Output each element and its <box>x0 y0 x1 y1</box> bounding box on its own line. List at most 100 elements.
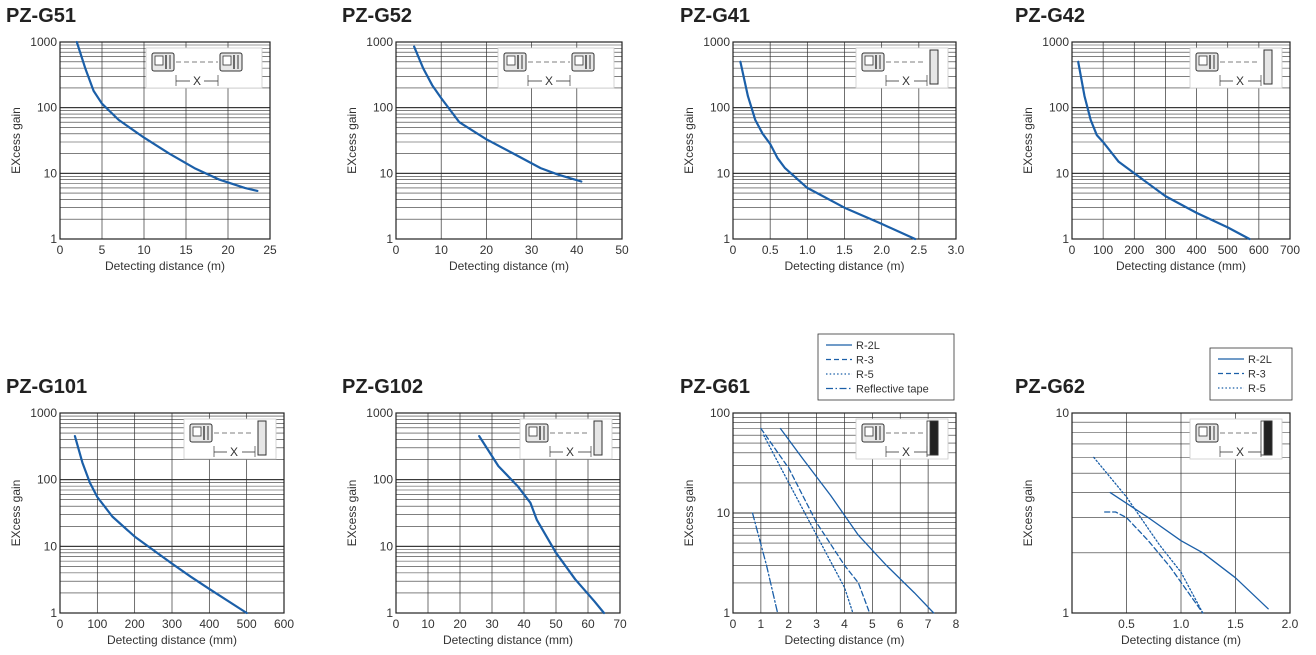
chart-pzg51: PZ-G51 1 10 100 1000 0 5 10 15 20 25 Detecting dist… <box>6 5 277 273</box>
emitter-icon <box>151 52 175 72</box>
reflector-icon <box>929 420 939 456</box>
legend: R-2L R-3 R-5 <box>1209 347 1293 401</box>
distance-x-label: X <box>1236 445 1244 459</box>
sensor-lens-icon <box>574 55 584 66</box>
reflector-icon <box>257 420 267 456</box>
y-tick-label: 10 <box>1056 406 1070 420</box>
y-axis-label: EXcess gain <box>682 107 696 174</box>
chart-pzg62: PZ-G62 1 10 0.5 1.0 1.5 2.0 Detecting distance … <box>1015 347 1299 647</box>
y-tick-label: 10 <box>380 539 394 553</box>
series-line-0 <box>739 60 917 241</box>
emitter-icon <box>1195 423 1219 443</box>
series-line-r-5 <box>763 434 854 614</box>
series-line-0 <box>413 45 583 183</box>
reflector-edge-icon <box>1260 420 1265 456</box>
distance-x-label: X <box>230 445 238 459</box>
series-line-reflective-tape <box>751 512 779 614</box>
x-axis-label: Detecting distance (m) <box>1121 633 1241 647</box>
legend-entry: R-5 <box>1248 383 1266 395</box>
x-tick-label: 4 <box>841 617 848 631</box>
x-tick-label: 300 <box>162 617 182 631</box>
y-tick-label: 10 <box>44 539 58 553</box>
emitter-icon <box>1195 52 1219 72</box>
x-tick-label: 100 <box>87 617 107 631</box>
x-tick-label: 2.0 <box>873 243 890 257</box>
chart-title: PZ-G41 <box>680 5 750 27</box>
x-tick-label: 50 <box>549 617 563 631</box>
plot-frame <box>59 412 285 614</box>
plot-frame <box>395 412 621 614</box>
x-axis-label: Detecting distance (m) <box>784 259 904 273</box>
sensor-lens-icon <box>1198 55 1208 66</box>
sensor-lens-icon <box>222 55 232 66</box>
distance-x-label: X <box>902 74 910 88</box>
y-tick-label: 100 <box>1049 101 1069 115</box>
y-tick-label: 1 <box>50 232 57 246</box>
reflector-icon <box>593 420 603 456</box>
distance-x-label: X <box>566 445 574 459</box>
series-line-0 <box>73 435 248 615</box>
y-tick-label: 10 <box>44 166 58 180</box>
legend-entry: R-3 <box>856 355 874 367</box>
sensor-lens-icon <box>864 426 874 437</box>
emitter-icon <box>189 423 213 443</box>
series-line-r-2l <box>1109 491 1269 610</box>
chart-title: PZ-G102 <box>342 376 423 398</box>
x-tick-label: 50 <box>615 243 629 257</box>
receiver-icon <box>219 52 243 72</box>
x-tick-label: 1.5 <box>836 243 853 257</box>
x-tick-label: 3 <box>813 617 820 631</box>
x-axis-label: Detecting distance (m) <box>449 259 569 273</box>
x-tick-label: 0 <box>393 617 400 631</box>
x-tick-label: 2 <box>785 617 792 631</box>
y-tick-label: 100 <box>710 101 730 115</box>
y-tick-label: 100 <box>710 406 730 420</box>
x-tick-label: 8 <box>953 617 960 631</box>
chart-title: PZ-G42 <box>1015 5 1085 27</box>
y-axis-label: EXcess gain <box>682 480 696 547</box>
x-tick-label: 20 <box>453 617 467 631</box>
y-axis-label: EXcess gain <box>1021 480 1035 547</box>
x-tick-label: 0 <box>1069 243 1076 257</box>
reflector-edge-icon <box>926 420 931 456</box>
x-tick-label: 0 <box>393 243 400 257</box>
y-tick-label: 1 <box>386 606 393 620</box>
x-tick-label: 20 <box>480 243 494 257</box>
series-line-0 <box>1077 60 1251 241</box>
series-line-r-3 <box>1104 511 1204 614</box>
y-axis-label: EXcess gain <box>9 480 23 547</box>
y-tick-label: 1000 <box>703 35 730 49</box>
plot-frame <box>732 412 957 614</box>
chart-title: PZ-G52 <box>342 5 412 27</box>
emitter-icon <box>503 52 527 72</box>
x-tick-label: 0 <box>730 243 737 257</box>
y-tick-label: 1 <box>723 232 730 246</box>
chart-title: PZ-G61 <box>680 376 750 398</box>
x-tick-label: 15 <box>179 243 193 257</box>
chart-title: PZ-G51 <box>6 5 76 27</box>
legend: R-2L R-3 R-5 Reflective tape <box>817 333 955 401</box>
x-tick-label: 3.0 <box>948 243 965 257</box>
chart-pzg102: PZ-G102 1 10 100 1000 0 10 20 30 40 50 60 70 Detectin… <box>342 376 627 647</box>
sensor-lens-icon <box>506 55 516 66</box>
x-tick-label: 600 <box>1249 243 1269 257</box>
y-tick-label: 100 <box>373 101 393 115</box>
x-tick-label: 10 <box>137 243 151 257</box>
x-tick-label: 500 <box>1218 243 1238 257</box>
legend-entry: R-2L <box>856 340 880 352</box>
sensor-lens-icon <box>528 426 538 437</box>
x-tick-label: 100 <box>1093 243 1113 257</box>
x-tick-label: 600 <box>274 617 294 631</box>
x-tick-label: 0.5 <box>1118 617 1135 631</box>
x-tick-label: 10 <box>421 617 435 631</box>
x-tick-label: 400 <box>1187 243 1207 257</box>
y-tick-label: 100 <box>37 473 57 487</box>
plot-frame <box>395 41 623 240</box>
series-line-r-3 <box>760 427 871 614</box>
distance-x-label: X <box>545 74 553 88</box>
x-tick-label: 25 <box>263 243 277 257</box>
y-tick-label: 1000 <box>366 406 393 420</box>
distance-x-label: X <box>1236 74 1244 88</box>
